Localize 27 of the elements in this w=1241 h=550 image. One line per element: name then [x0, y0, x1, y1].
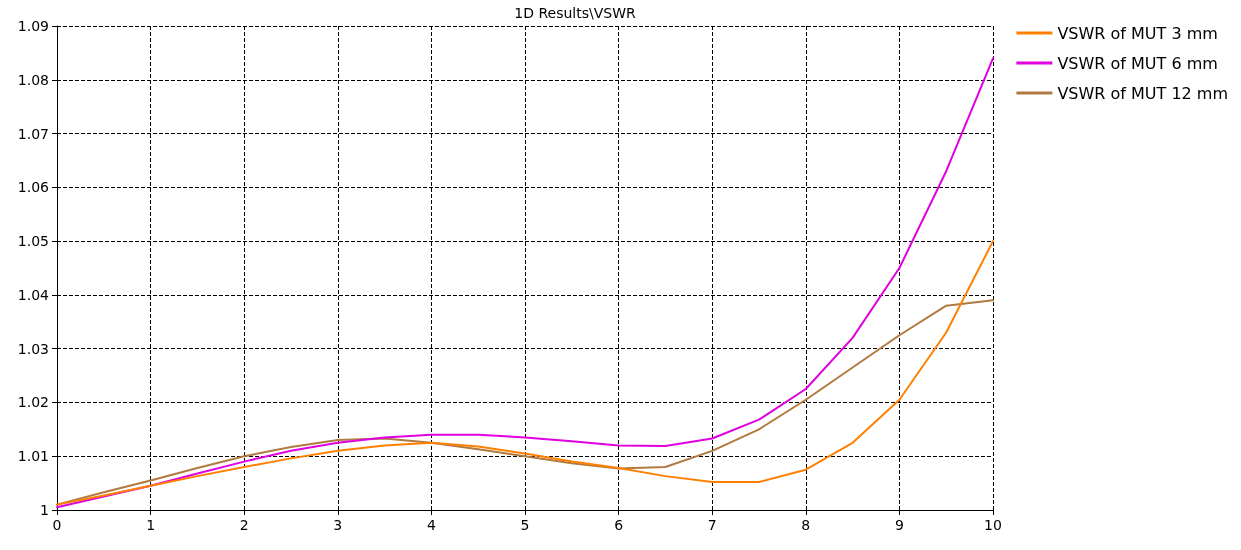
legend-label: VSWR of MUT 6 mm	[1057, 53, 1218, 73]
x-tick-label: 2	[239, 517, 249, 533]
line-series	[56, 299, 994, 506]
x-tick-label: 3	[333, 517, 343, 533]
legend-label: VSWR of MUT 12 mm	[1057, 83, 1228, 103]
y-tick-label: 1.09	[17, 18, 49, 34]
chart-title: 1D Results\VSWR	[514, 5, 636, 21]
y-tick-label: 1.06	[17, 179, 50, 196]
x-tick-label: 0	[52, 517, 62, 533]
y-tick-label: 1.07	[17, 125, 49, 142]
y-tick-label: 1	[40, 502, 49, 518]
x-tick-label: 1	[146, 517, 156, 533]
x-tick-label: 6	[614, 517, 624, 533]
x-tick-label: 5	[520, 517, 530, 533]
x-tick-label: 10	[984, 517, 1002, 533]
line-series	[56, 240, 994, 506]
y-tick-label: 1.04	[17, 286, 50, 303]
y-tick-label: 1.02	[17, 394, 49, 411]
y-tick-label: 1.05	[17, 233, 49, 250]
x-tick-label: 7	[707, 517, 717, 533]
x-tick-label: 8	[801, 517, 811, 533]
y-tick-label: 1.01	[17, 448, 49, 465]
x-tick-label: 9	[894, 517, 904, 533]
y-tick-label: 1.03	[17, 340, 49, 357]
legend-label: VSWR of MUT 3 mm	[1057, 23, 1218, 43]
y-tick-label: 1.08	[17, 71, 49, 88]
x-tick-label: 4	[426, 517, 436, 533]
